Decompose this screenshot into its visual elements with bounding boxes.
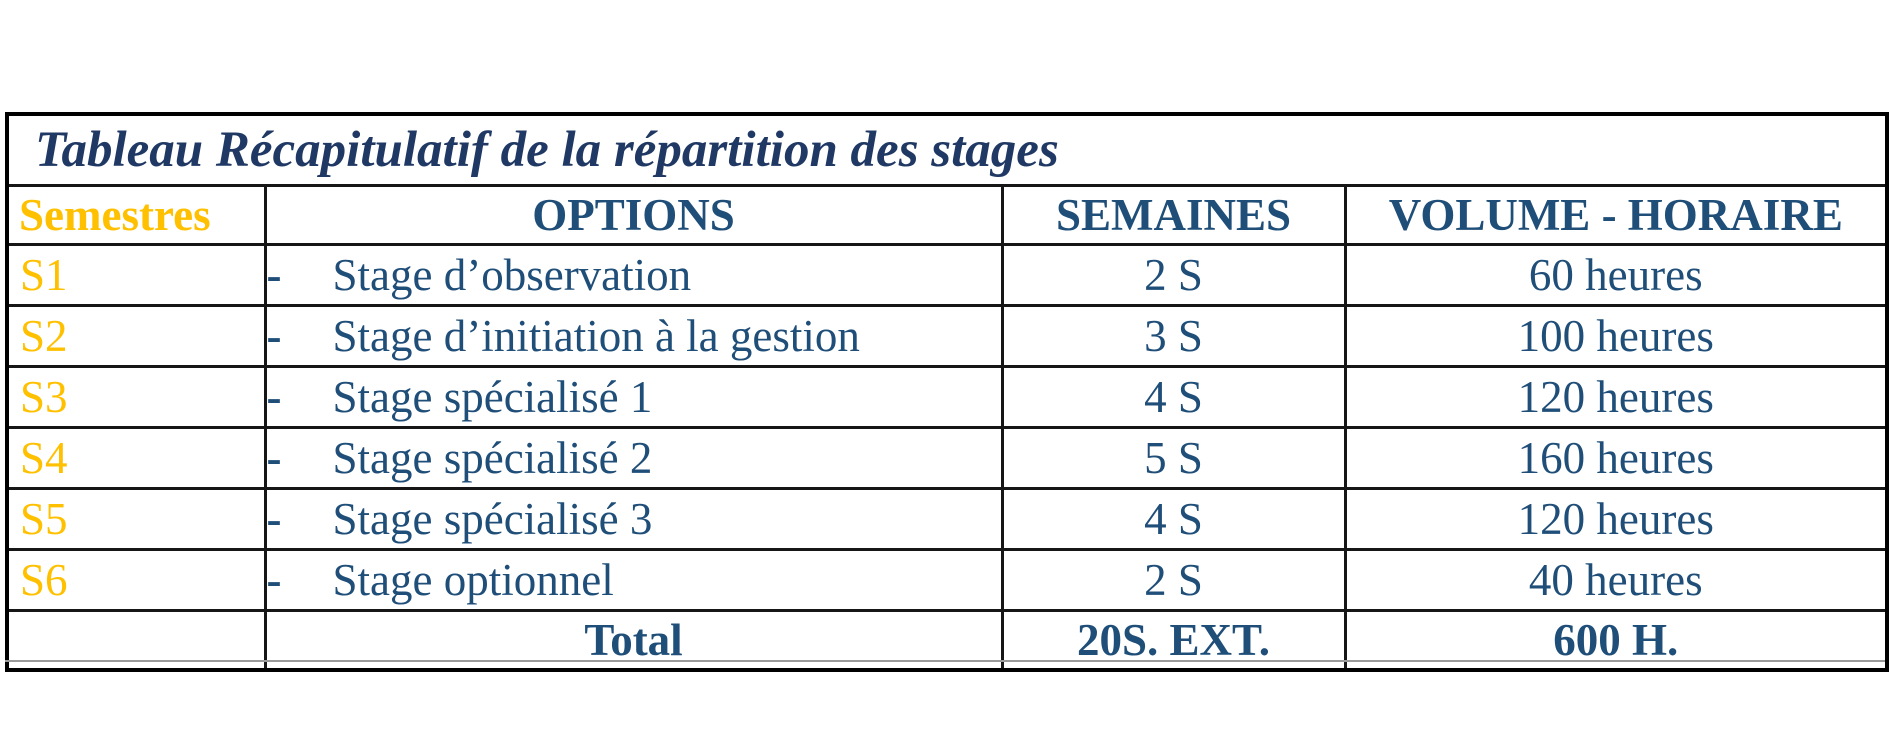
table-bottom-shadow bbox=[5, 660, 1885, 662]
option-label: Stage spécialisé 3 bbox=[332, 494, 653, 544]
bullet-dash: - bbox=[266, 494, 282, 544]
bullet-dash: - bbox=[266, 433, 282, 483]
weeks-cell: 4 S bbox=[1000, 365, 1347, 429]
option-cell: - Stage spécialisé 2 bbox=[263, 426, 1004, 490]
semester-cell: S3 bbox=[5, 365, 267, 429]
option-label: Stage spécialisé 2 bbox=[332, 433, 653, 483]
col-header-options: OPTIONS bbox=[263, 184, 1004, 246]
table-row-s2: S2 - Stage d’initiation à la gestion 3 S … bbox=[5, 304, 1889, 368]
option-cell: - Stage d’observation bbox=[263, 243, 1004, 307]
option-label: Stage d’initiation à la gestion bbox=[332, 311, 860, 361]
bullet-dash: - bbox=[266, 250, 282, 300]
bullet-dash: - bbox=[266, 555, 282, 605]
table-title-row: Tableau Récapitulatif de la répartition … bbox=[5, 112, 1889, 187]
hours-cell: 120 heures bbox=[1343, 487, 1889, 551]
weeks-cell: 5 S bbox=[1000, 426, 1347, 490]
bullet-dash: - bbox=[266, 311, 282, 361]
option-label: Stage optionnel bbox=[332, 555, 614, 605]
option-label: Stage spécialisé 1 bbox=[332, 372, 653, 422]
semester-cell: S2 bbox=[5, 304, 267, 368]
col-header-semaines: SEMAINES bbox=[1000, 184, 1347, 246]
semester-cell: S5 bbox=[5, 487, 267, 551]
table-row-s1: S1 - Stage d’observation 2 S 60 heures bbox=[5, 243, 1889, 307]
weeks-cell: 4 S bbox=[1000, 487, 1347, 551]
semester-cell: S1 bbox=[5, 243, 267, 307]
hours-cell: 100 heures bbox=[1343, 304, 1889, 368]
hours-cell: 120 heures bbox=[1343, 365, 1889, 429]
table-header-row: Semestres OPTIONS SEMAINES VOLUME - HORA… bbox=[5, 184, 1889, 246]
table-row-s3: S3 - Stage spécialisé 1 4 S 120 heures bbox=[5, 365, 1889, 429]
option-cell: - Stage spécialisé 1 bbox=[263, 365, 1004, 429]
col-header-semestres: Semestres bbox=[5, 184, 267, 246]
table-row-s4: S4 - Stage spécialisé 2 5 S 160 heures bbox=[5, 426, 1889, 490]
bullet-dash: - bbox=[266, 372, 282, 422]
hours-cell: 60 heures bbox=[1343, 243, 1889, 307]
hours-cell: 40 heures bbox=[1343, 548, 1889, 612]
table-row-s5: S5 - Stage spécialisé 3 4 S 120 heures bbox=[5, 487, 1889, 551]
option-label: Stage d’observation bbox=[332, 250, 692, 300]
option-cell: - Stage d’initiation à la gestion bbox=[263, 304, 1004, 368]
semester-cell: S6 bbox=[5, 548, 267, 612]
stages-recap-table: Tableau Récapitulatif de la répartition … bbox=[5, 112, 1890, 672]
hours-cell: 160 heures bbox=[1343, 426, 1889, 490]
semester-cell: S4 bbox=[5, 426, 267, 490]
weeks-cell: 2 S bbox=[1000, 548, 1347, 612]
weeks-cell: 2 S bbox=[1000, 243, 1347, 307]
option-cell: - Stage spécialisé 3 bbox=[263, 487, 1004, 551]
col-header-volume-horaire: VOLUME - HORAIRE bbox=[1343, 184, 1889, 246]
table-title: Tableau Récapitulatif de la répartition … bbox=[5, 112, 1889, 187]
option-cell: - Stage optionnel bbox=[263, 548, 1004, 612]
weeks-cell: 3 S bbox=[1000, 304, 1347, 368]
table-row-s6: S6 - Stage optionnel 2 S 40 heures bbox=[5, 548, 1889, 612]
